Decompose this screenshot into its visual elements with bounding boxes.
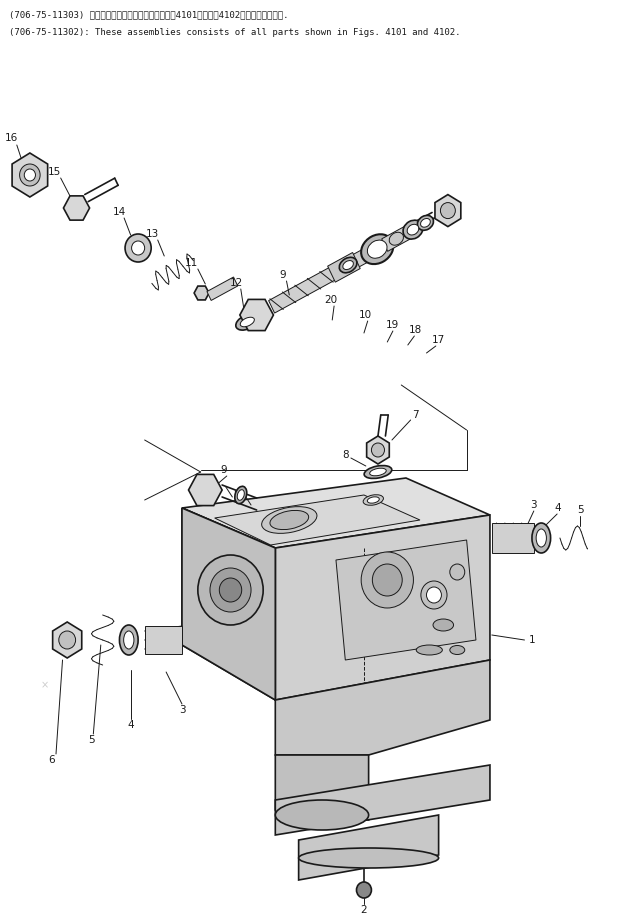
Text: 2: 2 bbox=[360, 905, 367, 915]
Polygon shape bbox=[328, 252, 360, 282]
Ellipse shape bbox=[367, 497, 379, 503]
Ellipse shape bbox=[389, 232, 403, 245]
Ellipse shape bbox=[340, 258, 357, 272]
Polygon shape bbox=[53, 622, 82, 658]
Polygon shape bbox=[207, 277, 238, 301]
Circle shape bbox=[427, 587, 442, 603]
Ellipse shape bbox=[536, 529, 546, 547]
Ellipse shape bbox=[270, 511, 309, 530]
Text: 7: 7 bbox=[412, 410, 418, 420]
Ellipse shape bbox=[363, 494, 384, 505]
Circle shape bbox=[372, 443, 384, 457]
Text: 3: 3 bbox=[530, 500, 537, 510]
Polygon shape bbox=[382, 226, 411, 251]
Text: 18: 18 bbox=[409, 325, 422, 335]
Circle shape bbox=[210, 568, 251, 612]
Circle shape bbox=[59, 631, 76, 649]
Ellipse shape bbox=[120, 625, 138, 655]
Ellipse shape bbox=[370, 469, 386, 476]
Text: 6: 6 bbox=[48, 755, 55, 765]
Polygon shape bbox=[275, 765, 490, 835]
Text: 20: 20 bbox=[324, 295, 338, 305]
Ellipse shape bbox=[238, 490, 244, 501]
Polygon shape bbox=[367, 436, 389, 464]
Text: 11: 11 bbox=[185, 258, 198, 268]
Text: 15: 15 bbox=[47, 167, 60, 177]
Polygon shape bbox=[299, 815, 438, 880]
Text: (706-75-11303) これらのアセンブリの構成部品は笥4101および笥4102図までを含みます.: (706-75-11303) これらのアセンブリの構成部品は笥4101および笥4… bbox=[9, 10, 289, 19]
Circle shape bbox=[450, 564, 465, 580]
Text: 4: 4 bbox=[127, 720, 134, 730]
Ellipse shape bbox=[343, 260, 353, 270]
Polygon shape bbox=[182, 508, 275, 700]
Text: (706-75-11302): These assemblies consists of all parts shown in Figs. 4101 and 4: (706-75-11302): These assemblies consist… bbox=[9, 28, 461, 37]
Text: 5: 5 bbox=[577, 505, 584, 515]
Ellipse shape bbox=[123, 631, 134, 649]
Ellipse shape bbox=[367, 240, 387, 259]
Polygon shape bbox=[602, 520, 630, 556]
Text: 17: 17 bbox=[432, 335, 445, 345]
Text: 3: 3 bbox=[179, 705, 185, 715]
Ellipse shape bbox=[240, 317, 255, 326]
Polygon shape bbox=[492, 523, 534, 553]
Circle shape bbox=[219, 578, 242, 602]
Ellipse shape bbox=[403, 220, 423, 239]
Polygon shape bbox=[336, 540, 476, 660]
Text: 4: 4 bbox=[555, 503, 561, 513]
Circle shape bbox=[372, 564, 402, 596]
Ellipse shape bbox=[299, 848, 438, 868]
Polygon shape bbox=[182, 508, 275, 700]
Ellipse shape bbox=[416, 645, 442, 655]
Polygon shape bbox=[194, 286, 209, 300]
Polygon shape bbox=[435, 194, 461, 226]
Text: 10: 10 bbox=[359, 310, 372, 320]
Ellipse shape bbox=[236, 314, 259, 330]
Text: 8: 8 bbox=[342, 450, 348, 460]
Ellipse shape bbox=[275, 800, 369, 830]
Circle shape bbox=[607, 529, 624, 547]
Ellipse shape bbox=[361, 234, 393, 264]
Polygon shape bbox=[240, 300, 273, 331]
Text: 5: 5 bbox=[88, 735, 94, 745]
Polygon shape bbox=[268, 249, 368, 313]
Circle shape bbox=[132, 241, 145, 255]
Polygon shape bbox=[145, 626, 182, 654]
Ellipse shape bbox=[421, 218, 430, 227]
Text: 19: 19 bbox=[386, 320, 399, 330]
Circle shape bbox=[440, 203, 455, 218]
Circle shape bbox=[361, 552, 413, 608]
Ellipse shape bbox=[532, 523, 551, 553]
Ellipse shape bbox=[418, 215, 433, 230]
Polygon shape bbox=[182, 478, 490, 548]
Polygon shape bbox=[188, 474, 222, 505]
Ellipse shape bbox=[450, 646, 465, 655]
Polygon shape bbox=[275, 660, 490, 755]
Text: 14: 14 bbox=[113, 207, 126, 217]
Polygon shape bbox=[215, 495, 420, 545]
Text: 16: 16 bbox=[4, 133, 18, 143]
Polygon shape bbox=[275, 755, 369, 820]
Ellipse shape bbox=[364, 466, 392, 479]
Polygon shape bbox=[64, 196, 89, 220]
Circle shape bbox=[198, 555, 263, 625]
Circle shape bbox=[421, 581, 447, 609]
Text: ×: × bbox=[41, 680, 49, 690]
Text: 9: 9 bbox=[220, 465, 227, 475]
Circle shape bbox=[357, 882, 372, 898]
Text: 13: 13 bbox=[146, 229, 159, 239]
Text: 12: 12 bbox=[229, 278, 243, 288]
Circle shape bbox=[25, 169, 35, 181]
Ellipse shape bbox=[261, 506, 317, 534]
Text: 1: 1 bbox=[529, 635, 535, 645]
Ellipse shape bbox=[433, 619, 454, 631]
Circle shape bbox=[125, 234, 151, 262]
Polygon shape bbox=[12, 153, 48, 197]
Ellipse shape bbox=[407, 225, 419, 235]
Circle shape bbox=[20, 164, 40, 186]
Text: 9: 9 bbox=[280, 270, 286, 280]
Polygon shape bbox=[275, 515, 490, 700]
Ellipse shape bbox=[235, 486, 247, 503]
